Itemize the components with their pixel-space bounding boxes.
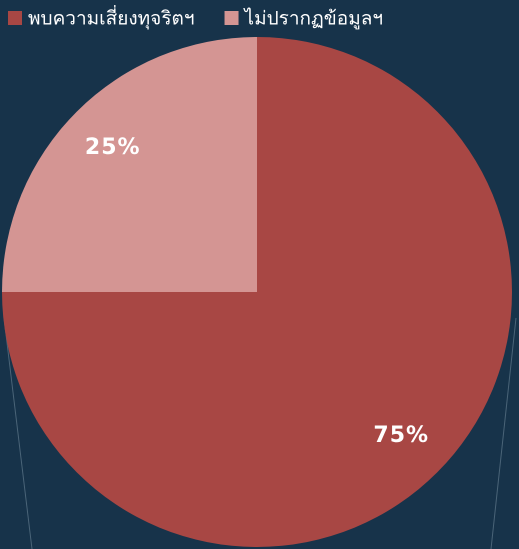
legend-label: ไม่ปรากฏข้อมูลฯ	[243, 8, 384, 30]
legend: พบความเสี่ยงทุจริตฯ ไม่ปรากฏข้อมูลฯ	[8, 5, 383, 31]
legend-swatch	[8, 11, 22, 25]
decor-line	[490, 317, 517, 549]
legend-label: พบความเสี่ยงทุจริตฯ	[28, 5, 195, 31]
pie: 75% 25%	[2, 37, 512, 547]
decor-line	[3, 317, 33, 549]
legend-swatch	[224, 11, 239, 25]
slice-label: 75%	[373, 423, 429, 448]
slice-label: 25%	[85, 135, 141, 160]
pie-slice	[2, 37, 257, 292]
